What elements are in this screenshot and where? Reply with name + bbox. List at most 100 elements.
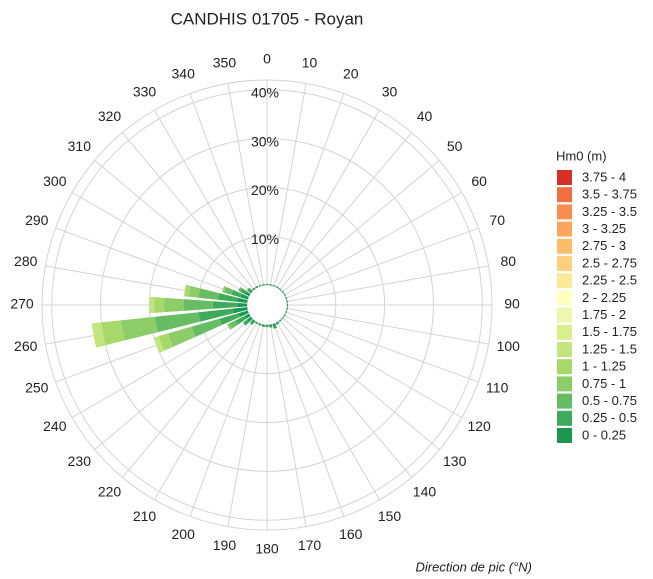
bar-segment xyxy=(217,293,239,302)
bar-segment xyxy=(244,313,251,319)
legend-swatch xyxy=(557,170,572,185)
bar-segment xyxy=(275,321,280,325)
legend-label: 2 - 2.25 xyxy=(582,290,626,305)
direction-label: 150 xyxy=(378,508,402,524)
grid-spoke xyxy=(94,159,253,293)
bar-segment xyxy=(252,287,256,291)
legend-label: 1.25 - 1.5 xyxy=(582,341,637,356)
bar-segment xyxy=(286,299,288,303)
direction-label: 220 xyxy=(98,483,122,499)
r-tick-label: 40% xyxy=(251,84,279,100)
bar-segment xyxy=(229,320,239,329)
legend-label: 2.5 - 2.75 xyxy=(582,255,637,270)
bar-segment xyxy=(227,323,233,330)
bar-segment xyxy=(235,315,247,325)
bar-segment xyxy=(149,296,155,314)
legend-swatch xyxy=(557,359,572,375)
grid-spoke xyxy=(281,159,440,293)
bar-segment xyxy=(91,322,106,348)
direction-label: 30 xyxy=(382,84,398,100)
direction-label: 90 xyxy=(504,296,520,312)
grid-spoke xyxy=(269,83,307,286)
bar-segment xyxy=(286,307,288,311)
legend-swatch xyxy=(557,273,572,289)
grid-spoke xyxy=(273,93,345,287)
grid-spoke xyxy=(71,314,250,418)
direction-label: 180 xyxy=(255,541,279,557)
direction-label: 10 xyxy=(302,54,318,70)
grid-spoke xyxy=(286,265,489,303)
grid-spoke xyxy=(154,109,258,288)
legend-label: 2.25 - 2.5 xyxy=(582,273,637,288)
bar-segment xyxy=(246,316,253,323)
r-tick-label: 20% xyxy=(251,182,279,198)
bar-segment xyxy=(249,321,254,326)
grid-spoke xyxy=(227,324,265,527)
direction-label: 310 xyxy=(68,138,92,154)
grid-spoke xyxy=(121,319,255,478)
bar-segment xyxy=(278,319,282,322)
grid-spoke xyxy=(276,322,380,501)
bar-segment xyxy=(272,323,277,328)
bar-segment xyxy=(273,325,278,329)
bar-segment xyxy=(269,324,273,327)
legend-label: 0.25 - 0.5 xyxy=(582,410,637,425)
direction-label: 40 xyxy=(417,108,433,124)
bar-segment xyxy=(265,324,269,327)
legend-label: 3 - 3.25 xyxy=(582,221,626,236)
bar-segment xyxy=(224,286,234,295)
bar-segment xyxy=(285,296,288,300)
bar-segment xyxy=(154,297,165,313)
bar-segment xyxy=(153,336,165,353)
legend-swatch xyxy=(557,324,572,340)
legend-label: 1.5 - 1.75 xyxy=(582,324,637,339)
direction-label: 140 xyxy=(413,483,437,499)
grid-spoke xyxy=(279,319,413,478)
legend-label: 1.75 - 2 xyxy=(582,307,626,322)
grid-spoke xyxy=(279,132,413,291)
legend-swatch xyxy=(557,290,572,306)
direction-label: 60 xyxy=(471,173,487,189)
bar-segment xyxy=(254,285,259,289)
legend-swatch xyxy=(557,410,572,426)
grid-spoke xyxy=(286,307,489,345)
legend-label: 2.75 - 3 xyxy=(582,238,626,253)
bar-segment xyxy=(238,286,243,292)
bar-segment xyxy=(101,320,125,346)
legend-swatch xyxy=(557,393,572,409)
bar-segment xyxy=(188,285,201,298)
axis-label: Direction de pic (°N) xyxy=(416,559,532,574)
bar-segment xyxy=(246,287,251,292)
bar-segment xyxy=(191,318,222,337)
bar-segment xyxy=(168,326,196,347)
grid-spoke xyxy=(284,192,463,296)
bar-segment xyxy=(248,289,253,294)
grid-spoke xyxy=(269,324,307,527)
legend-label: 0.75 - 1 xyxy=(582,376,626,391)
bar-segment xyxy=(272,284,276,287)
bar-segment xyxy=(281,316,284,320)
direction-label: 170 xyxy=(298,537,322,553)
direction-label: 290 xyxy=(25,212,49,228)
r-tick-label: 10% xyxy=(251,231,279,247)
direction-label: 210 xyxy=(133,508,157,524)
direction-label: 250 xyxy=(25,379,49,395)
bar-segment xyxy=(154,312,201,333)
direction-label: 340 xyxy=(172,65,196,81)
legend-label: 3.25 - 3.5 xyxy=(582,204,637,219)
grid-spoke xyxy=(189,323,261,517)
legend-swatch xyxy=(557,204,572,220)
legend-label: 1 - 1.25 xyxy=(582,359,626,374)
bar-segment xyxy=(237,302,248,308)
bar-segment xyxy=(265,284,269,286)
bar-segment xyxy=(232,307,248,314)
direction-label: 130 xyxy=(443,453,467,469)
grid-spoke xyxy=(276,109,380,288)
grid-spoke xyxy=(94,317,253,451)
direction-label: 330 xyxy=(133,84,157,100)
bar-segment xyxy=(283,313,286,317)
direction-label: 350 xyxy=(213,54,237,70)
legend-title: Hm0 (m) xyxy=(556,148,607,163)
chart-title: CANDHIS 01705 - Royan xyxy=(171,9,364,28)
